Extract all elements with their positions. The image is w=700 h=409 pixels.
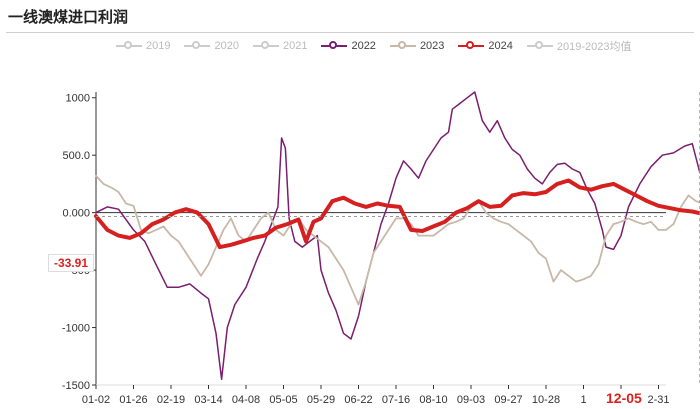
legend-label: 2019 (146, 40, 171, 52)
x-tick-label: 10-28 (532, 394, 560, 406)
legend-label: 2022 (351, 40, 376, 52)
title-divider (6, 32, 694, 33)
x-tick-label: 09-27 (494, 394, 522, 406)
x-tick-label: 02-19 (157, 394, 185, 406)
series-line-2022 (95, 91, 700, 381)
x-tick-label: 04-08 (232, 394, 260, 406)
x-tick-label: 03-14 (194, 394, 222, 406)
legend-swatch (458, 40, 485, 52)
legend-swatch (116, 40, 142, 52)
legend: 2019 2020 2021 2022 2023 2024 2019-2023均值 (116, 38, 632, 54)
y-tick-label: -1000 (62, 323, 90, 335)
legend-swatch (321, 40, 348, 52)
legend-item-2021[interactable]: 2021 (252, 40, 308, 52)
y-tick-label: 1000 (66, 93, 90, 105)
series-line-2024 (94, 178, 700, 250)
legend-item-2023[interactable]: 2023 (389, 40, 445, 52)
legend-label: 2021 (282, 40, 308, 52)
x-tick-label: 09-03 (457, 394, 485, 406)
legend-label: 2020 (214, 40, 239, 52)
legend-swatch (526, 40, 553, 52)
legend-item-2019-2023均值[interactable]: 2019-2023均值 (526, 38, 632, 54)
x-tick-label: 1 (580, 394, 586, 406)
legend-item-2020[interactable]: 2020 (184, 40, 239, 52)
legend-label: 2019-2023均值 (556, 41, 632, 53)
x-tick-label: 05-05 (269, 394, 297, 406)
x-tick-label: 01-26 (119, 394, 147, 406)
x-tick-label: 06-22 (344, 394, 372, 406)
legend-label: 2024 (488, 40, 513, 52)
legend-label: 2023 (419, 40, 445, 52)
y-value-annotation: -33.91 (48, 254, 94, 272)
legend-item-2019[interactable]: 2019 (116, 40, 170, 52)
y-tick-label: 500.0 (62, 150, 90, 162)
legend-item-2024[interactable]: 2024 (458, 40, 513, 52)
x-tick-label: 08-10 (419, 394, 447, 406)
series-line-2023 (95, 175, 700, 306)
y-tick-label: -1500 (62, 380, 90, 392)
x-tick-label: 05-29 (307, 394, 335, 406)
legend-item-2022[interactable]: 2022 (321, 40, 376, 52)
x-tick-label: 07-16 (382, 394, 410, 406)
y-tick-label: 0.000 (62, 208, 90, 220)
x-date-annotation: 12-05 (606, 390, 642, 406)
legend-swatch (389, 40, 416, 52)
x-tick-label: 01-02 (82, 394, 110, 406)
chart-title: 一线澳煤进口利润 (8, 9, 129, 26)
legend-swatch (184, 40, 211, 52)
legend-swatch (252, 40, 279, 52)
x-tick-label: 2-31 (647, 394, 669, 406)
